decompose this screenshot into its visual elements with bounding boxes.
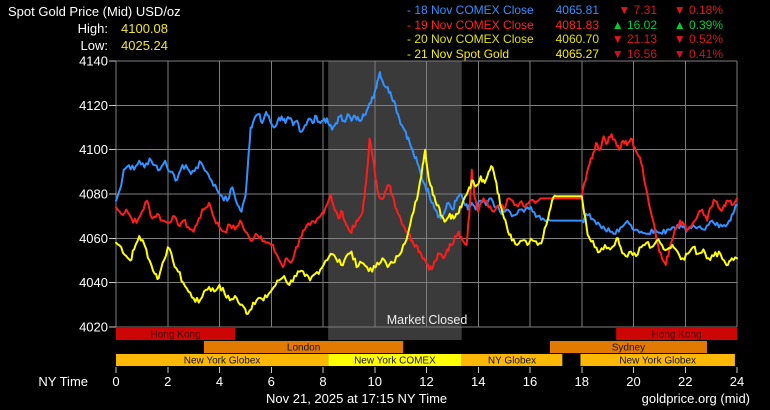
session-label: Sydney [612, 343, 645, 354]
session-bar-new-york-globex [580, 354, 735, 366]
y-axis-label: 4080 [79, 187, 108, 202]
high-value: 4100.08 [121, 21, 168, 36]
x-axis-label: 2 [164, 374, 171, 389]
series-value: 4065.81 [555, 3, 599, 17]
series-label: - 21 Nov Spot Gold [407, 46, 510, 61]
series-line-21-nov-spot-gold [115, 148, 738, 315]
x-axis-label: 12 [419, 374, 433, 389]
series-change-pct: ▼ 0.18% [673, 3, 723, 17]
y-axis-label: 4020 [79, 320, 108, 335]
low-label: Low: [80, 38, 108, 53]
series-label: - 19 Nov COMEX Close [407, 17, 534, 32]
series-change-pct: ▼ 0.41% [673, 46, 723, 61]
x-axis-label: 22 [678, 374, 692, 389]
series-value: 4081.83 [555, 17, 599, 32]
series-line-18-nov-comex-close [115, 71, 738, 236]
series-change: ▼ 21.13 [611, 32, 657, 46]
session-label: London [287, 343, 320, 354]
legend-row-20nov: - 20 Nov COMEX Close 4060.70 ▼ 21.13 ▼ 0… [407, 32, 723, 47]
y-axis-label: 4060 [79, 231, 108, 246]
series-value: 4065.27 [555, 46, 599, 61]
x-axis-label: 20 [626, 374, 640, 389]
series-change: ▼ 7.31 [618, 3, 657, 17]
x-axis-label: 0 [112, 374, 119, 389]
series-label: - 20 Nov COMEX Close [407, 32, 534, 46]
market-closed-label: Market Closed [386, 313, 468, 327]
x-axis-label: 6 [268, 374, 275, 389]
y-axis-label: 4100 [79, 142, 108, 157]
x-axis-label: 18 [575, 374, 589, 389]
series-change: ▼ 16.56 [611, 46, 657, 61]
session-label: NY Globex [488, 356, 536, 367]
session-bar-ny-globex [461, 354, 563, 366]
x-axis-label: 10 [368, 374, 382, 389]
series-change-pct: ▼ 0.52% [673, 32, 723, 46]
x-axis-label: 8 [319, 374, 326, 389]
low-value: 4025.24 [121, 38, 168, 53]
session-bar-hong-kong [616, 328, 737, 340]
session-label: New York COMEX [354, 356, 436, 367]
y-axis-label: 4120 [79, 98, 108, 113]
series-label: - 18 Nov COMEX Close [407, 3, 534, 17]
session-label: Hong Kong [652, 330, 702, 341]
y-axis-label: 4140 [79, 54, 108, 69]
source-credit: goldprice.org (mid) [641, 391, 750, 406]
session-bar-sydney [549, 341, 707, 353]
series-legend: - 18 Nov COMEX Close 4065.81 ▼ 7.31 ▼ 0.… [407, 3, 723, 61]
series-value: 4060.70 [555, 32, 599, 46]
session-label: New York Globex [184, 356, 261, 367]
session-label: New York Globex [619, 356, 696, 367]
session-bar-hong-kong [116, 328, 236, 340]
x-axis-label: 4 [216, 374, 223, 389]
timestamp: Nov 21, 2025 at 17:15 NY Time [266, 391, 448, 406]
x-axis-label: 16 [523, 374, 537, 389]
x-axis-title: NY Time [38, 374, 88, 389]
series-change: ▲ 16.02 [611, 17, 657, 32]
series-line-19-nov-comex-close [115, 133, 738, 271]
legend-row-18nov: - 18 Nov COMEX Close 4065.81 ▼ 7.31 ▼ 0.… [407, 3, 723, 18]
session-bar-new-york-globex [116, 354, 329, 366]
legend-row-21nov: - 21 Nov Spot Gold 4065.27 ▼ 16.56 ▼ 0.4… [407, 47, 723, 62]
x-axis-label: 24 [730, 374, 744, 389]
session-label: Hong Kong [150, 330, 200, 341]
high-label: High: [77, 21, 108, 36]
legend-row-19nov: - 19 Nov COMEX Close 4081.83 ▲ 16.02 ▲ 0… [407, 18, 723, 33]
session-bar-new-york-comex [328, 354, 462, 366]
session-bar-london [203, 341, 404, 353]
y-axis-label: 4040 [79, 275, 108, 290]
x-axis-label: 14 [471, 374, 485, 389]
page-title: Spot Gold Price (Mid) USD/oz [8, 4, 181, 19]
series-change-pct: ▲ 0.39% [673, 17, 723, 32]
